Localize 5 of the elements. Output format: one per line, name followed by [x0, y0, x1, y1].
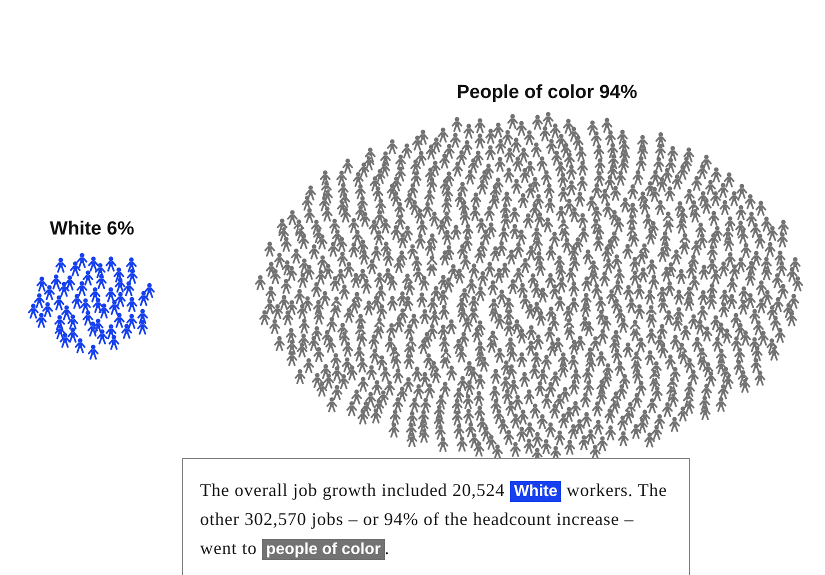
category-label: People of color: [456, 82, 595, 103]
category-label: White: [50, 218, 102, 240]
data-label: 6%: [106, 218, 134, 240]
data-label: 94%: [599, 82, 638, 103]
text: The overall job growth included 20,524 White workers. The other 302,570 jobs – or 94% of the headcount increase – went to people of color.: [200, 479, 668, 560]
